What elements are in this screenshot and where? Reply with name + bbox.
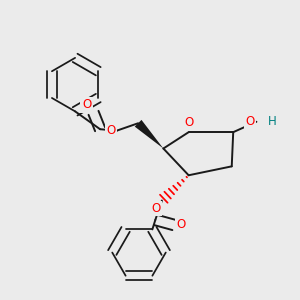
Text: O: O [151, 202, 160, 215]
Polygon shape [135, 120, 164, 148]
Text: O: O [106, 124, 116, 137]
Text: O: O [82, 98, 91, 111]
Text: O: O [184, 116, 193, 129]
Text: O: O [177, 218, 186, 231]
Text: H: H [268, 115, 277, 128]
Text: O: O [246, 115, 255, 128]
